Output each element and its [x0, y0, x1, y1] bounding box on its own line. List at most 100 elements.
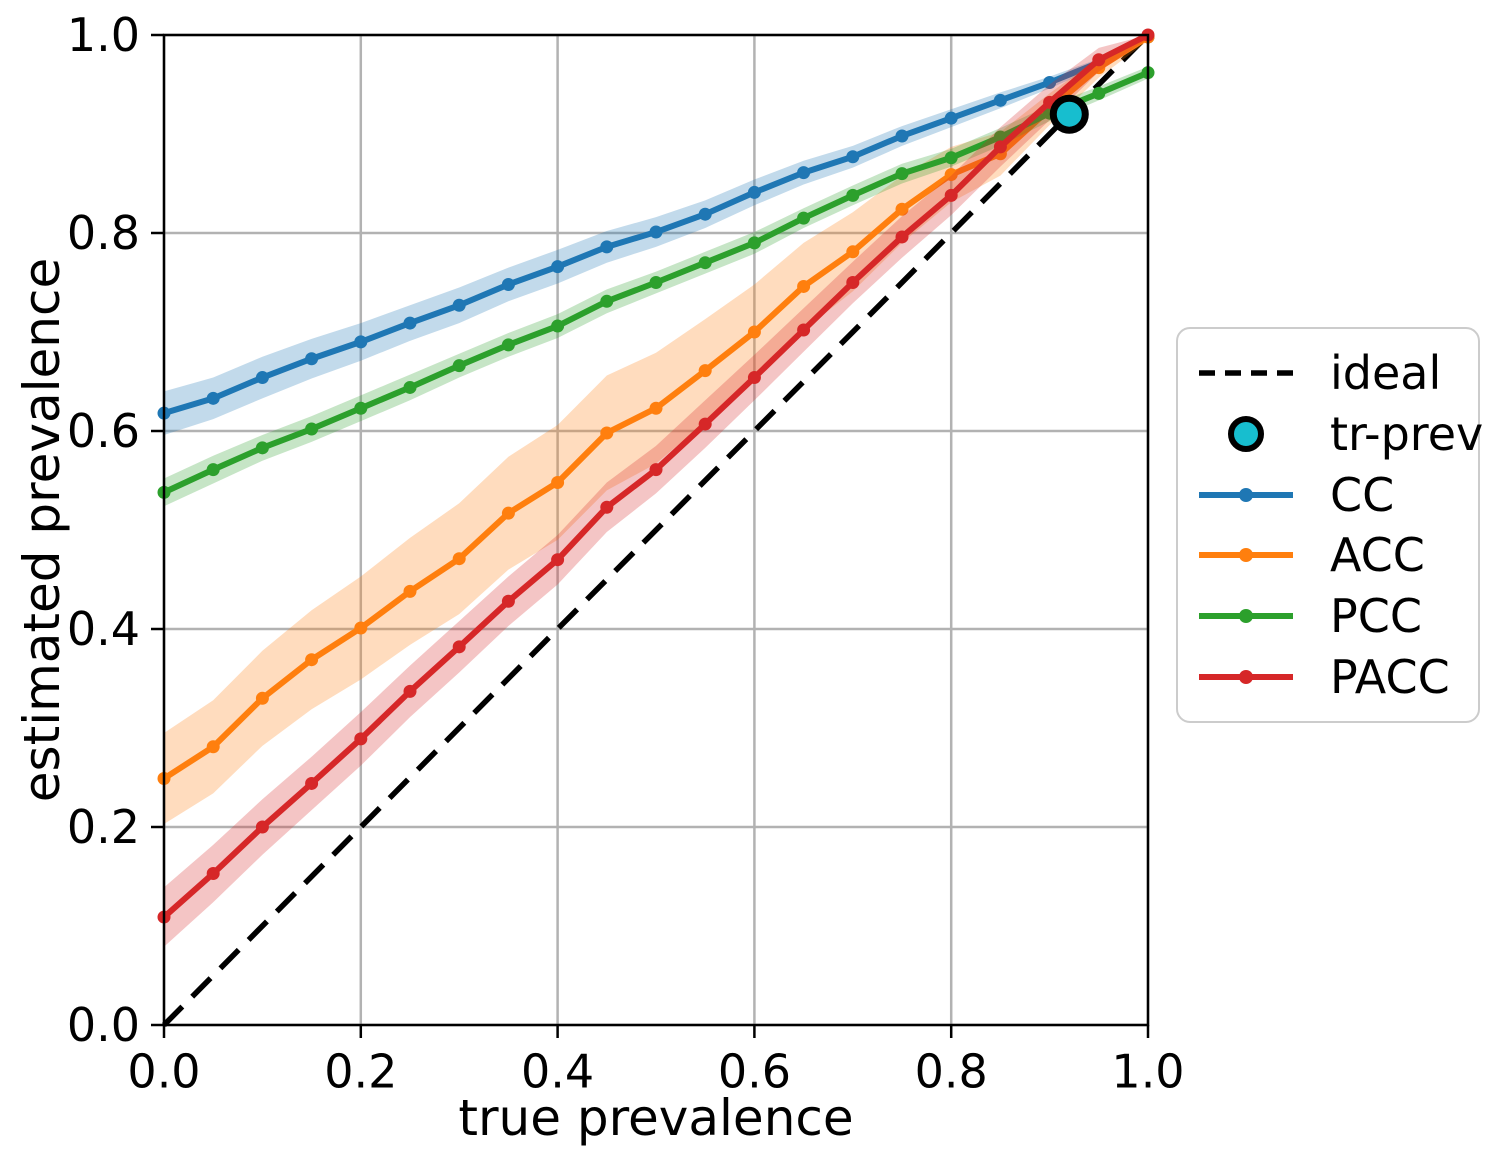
- x-tick-label: 0.6: [718, 1044, 791, 1098]
- series-pacc-marker: [403, 684, 417, 698]
- ideal-dashed-line-icon: [1199, 370, 1293, 377]
- series-acc-marker: [255, 691, 269, 705]
- series-cc-marker: [797, 166, 811, 180]
- series-pacc-marker: [305, 776, 319, 790]
- series-cc-marker: [600, 240, 614, 254]
- series-acc-marker: [206, 740, 220, 754]
- legend-item-pcc: PCC: [1196, 586, 1460, 646]
- axes-box: [162, 33, 1150, 1027]
- series-acc-marker: [747, 325, 761, 339]
- legend-label-ideal: ideal: [1330, 346, 1442, 401]
- series-cc-marker: [944, 111, 958, 125]
- series-cc-marker: [1043, 76, 1057, 90]
- y-tick-label: 0.2: [67, 800, 140, 854]
- series-pcc-marker: [944, 151, 958, 165]
- series-pacc-marker: [501, 594, 515, 608]
- series-acc-marker: [354, 621, 368, 635]
- series-pcc-marker: [797, 211, 811, 225]
- series-pcc-marker: [403, 380, 417, 394]
- pcc-line-icon: [1199, 608, 1293, 623]
- legend-label-tr-prev: tr-prev: [1330, 406, 1484, 461]
- y-tick-label: 0.4: [67, 602, 140, 656]
- series-pacc-marker: [944, 188, 958, 202]
- legend-item-acc: ACC: [1196, 525, 1460, 585]
- legend-label-acc: ACC: [1330, 528, 1425, 583]
- series-pacc-marker: [797, 323, 811, 337]
- y-tick-label: 0.8: [67, 206, 140, 260]
- legend-item-ideal: ideal: [1196, 343, 1460, 403]
- series-acc-marker: [305, 653, 319, 667]
- series-cc-marker: [551, 260, 565, 274]
- series-pcc-marker: [600, 294, 614, 308]
- series-pacc-band: [164, 35, 1148, 947]
- series-pacc-marker: [551, 553, 565, 567]
- series-pacc-marker: [600, 500, 614, 514]
- series-pcc-marker: [452, 359, 466, 373]
- series-cc-marker: [305, 352, 319, 366]
- y-tick-label: 1.0: [67, 8, 140, 62]
- series-cc-marker: [993, 93, 1007, 107]
- series-acc-marker: [846, 245, 860, 259]
- series-acc-marker: [649, 401, 663, 415]
- series-cc-marker: [698, 207, 712, 221]
- tr-prev-marker: [1049, 94, 1089, 134]
- y-tick-label: 0.0: [67, 998, 140, 1052]
- legend-label-cc: CC: [1330, 467, 1395, 522]
- series-cc-marker: [403, 316, 417, 330]
- series-acc-marker: [403, 584, 417, 598]
- series-cc-marker: [452, 298, 466, 312]
- series-pacc-marker: [747, 371, 761, 385]
- series-pacc-marker: [895, 230, 909, 244]
- series-pacc-marker: [452, 640, 466, 654]
- series-pacc-marker: [846, 276, 860, 289]
- series-pcc-marker: [747, 236, 761, 250]
- series-pcc-marker: [255, 441, 269, 455]
- series-acc-marker: [551, 475, 565, 489]
- series-acc-marker: [895, 202, 909, 216]
- series-cc-marker: [895, 129, 909, 143]
- x-tick-label: 0.2: [324, 1044, 397, 1098]
- y-tick-label: 0.6: [67, 404, 140, 458]
- legend-label-pcc: PCC: [1330, 588, 1422, 643]
- series-pcc-marker: [895, 167, 909, 181]
- legend-item-cc: CC: [1196, 465, 1460, 525]
- legend-label-pacc: PACC: [1330, 649, 1450, 704]
- series-cc-marker: [255, 371, 269, 385]
- series-pcc-marker: [206, 463, 220, 477]
- series-cc-marker: [747, 185, 761, 199]
- series-cc-marker: [354, 335, 368, 349]
- x-tick-label: 0.4: [521, 1044, 594, 1098]
- series-acc-marker: [452, 552, 466, 566]
- series-pacc-marker: [649, 463, 663, 477]
- series-cc-marker: [501, 277, 515, 291]
- x-tick-label: 1.0: [1111, 1044, 1184, 1098]
- legend: ideal tr-prev CC ACC: [1176, 327, 1483, 723]
- tr-prev-circle-icon: [1228, 415, 1264, 452]
- pacc-line-icon: [1199, 669, 1293, 684]
- series-pcc-marker: [501, 338, 515, 352]
- series-pcc-marker: [551, 319, 565, 333]
- legend-item-pacc: PACC: [1196, 647, 1460, 707]
- x-tick-label: 0.0: [127, 1044, 200, 1098]
- ideal-line: [162, 33, 1150, 1027]
- series-pacc-marker: [993, 140, 1007, 154]
- acc-line-icon: [1199, 548, 1293, 563]
- x-tick-label: 0.8: [915, 1044, 988, 1098]
- series-pacc-marker: [698, 417, 712, 431]
- series-pacc-marker: [1092, 53, 1106, 67]
- series-pcc-marker: [354, 401, 368, 415]
- series-acc-marker: [600, 426, 614, 440]
- series-pacc-marker: [255, 820, 269, 834]
- series-pacc-marker: [206, 867, 220, 881]
- series-pacc-marker: [354, 732, 368, 746]
- legend-item-tr-prev: tr-prev: [1196, 404, 1483, 464]
- series-pcc-marker: [698, 256, 712, 270]
- series-pcc-marker: [649, 276, 663, 289]
- series-acc-marker: [797, 279, 811, 293]
- series-cc-marker: [846, 150, 860, 164]
- series-cc-marker: [649, 225, 663, 239]
- series-acc-marker: [698, 364, 712, 378]
- series-pcc-marker: [1092, 86, 1106, 100]
